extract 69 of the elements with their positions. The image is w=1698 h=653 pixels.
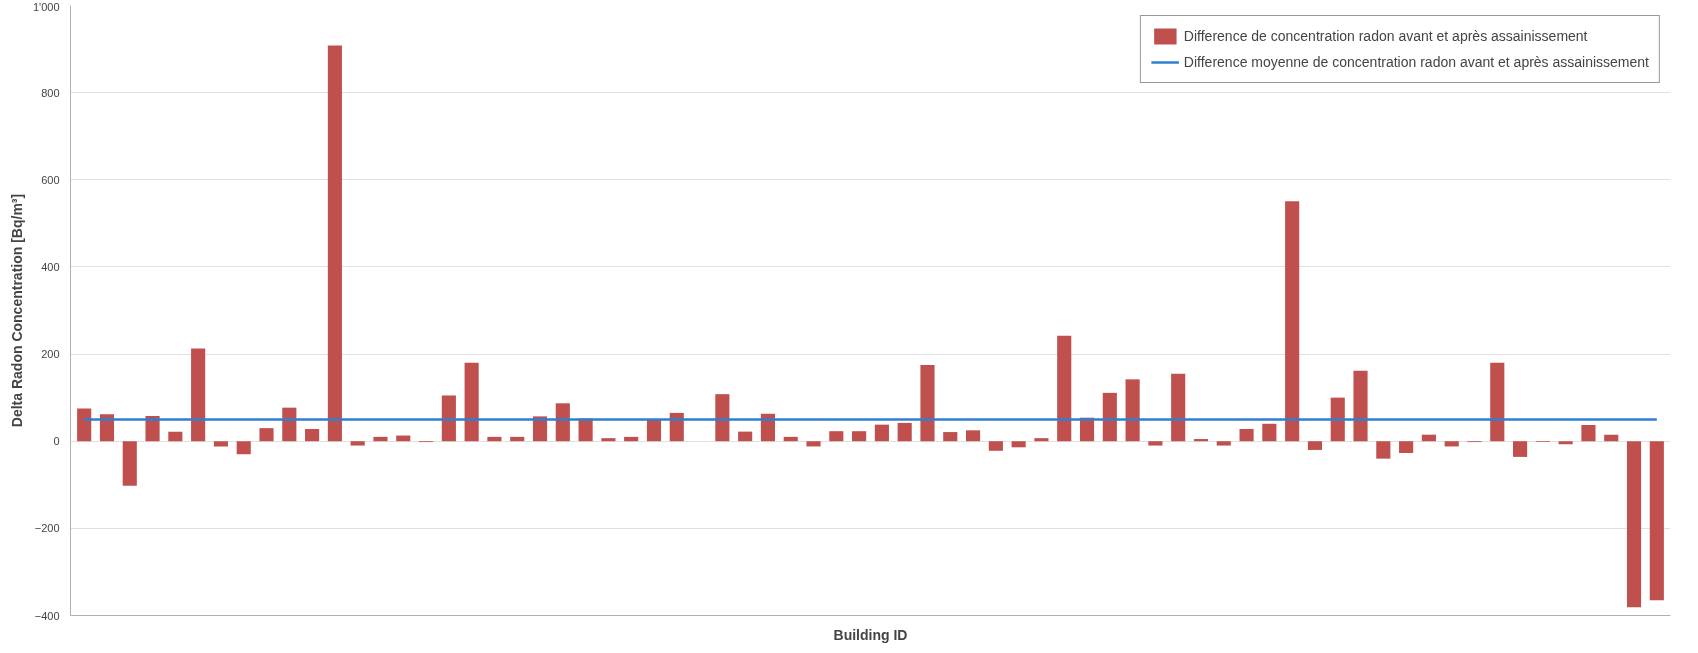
legend-label: Difference de concentration radon avant et après assainissement [1183, 28, 1588, 44]
y-axis-title: Delta Radon Concentration [Bq/m³] [8, 193, 25, 428]
bar [1330, 397, 1345, 442]
bar [920, 364, 935, 442]
bar [1148, 441, 1163, 446]
bar [624, 436, 639, 442]
x-axis-title: Building ID [833, 626, 908, 643]
bar [1057, 335, 1072, 442]
bar [1399, 441, 1414, 453]
bar [897, 422, 912, 442]
bar [1262, 423, 1277, 442]
bar [1285, 201, 1300, 442]
bar [715, 394, 730, 442]
bar [487, 436, 502, 442]
bar [1171, 373, 1186, 442]
bar [1307, 441, 1323, 450]
bar [988, 441, 1003, 451]
bar [783, 436, 798, 442]
bar [1604, 434, 1619, 442]
bar [1239, 429, 1254, 442]
y-tick-label: 200 [41, 348, 60, 361]
bar [305, 429, 320, 442]
bar [464, 362, 479, 442]
bar [1421, 434, 1436, 442]
bar [1626, 441, 1642, 608]
bar [510, 436, 525, 442]
bar [829, 431, 844, 442]
bar [1490, 362, 1505, 442]
bar [373, 436, 388, 442]
bar [555, 403, 570, 442]
y-tick-label: 600 [41, 173, 60, 186]
bar [168, 431, 183, 442]
bar [943, 432, 958, 442]
bar [852, 431, 867, 442]
bar [350, 441, 365, 446]
bar [1353, 370, 1368, 442]
bar [1444, 441, 1459, 447]
bar [1376, 441, 1391, 459]
bar [1011, 441, 1026, 448]
bar [738, 431, 753, 442]
bar [122, 441, 137, 486]
bar [327, 45, 342, 442]
bar [1216, 441, 1231, 446]
bar [874, 424, 889, 442]
y-tick-label: 400 [41, 260, 60, 273]
bar [441, 395, 456, 442]
bar [1193, 439, 1209, 442]
bar [259, 428, 274, 442]
y-tick-label: 1'000 [32, 0, 60, 13]
y-tick-label: −200 [34, 522, 60, 535]
bar [601, 438, 616, 442]
bar [806, 441, 821, 447]
bar [1125, 379, 1140, 442]
bar [1558, 441, 1573, 445]
bar [966, 430, 981, 442]
bar [236, 441, 251, 455]
bar [191, 348, 206, 442]
bar [1034, 438, 1049, 442]
bar [1581, 425, 1596, 442]
bar [213, 441, 228, 447]
legend-label: Difference moyenne de concentration radon avant et après assainissement [1183, 54, 1649, 70]
y-tick-label: −400 [34, 609, 60, 622]
bar [77, 408, 92, 442]
bar [1513, 441, 1528, 457]
bar [1102, 392, 1117, 442]
y-tick-label: 0 [53, 435, 60, 448]
y-tick-label: 800 [41, 86, 60, 99]
bar [646, 419, 662, 442]
bar [1649, 441, 1664, 601]
